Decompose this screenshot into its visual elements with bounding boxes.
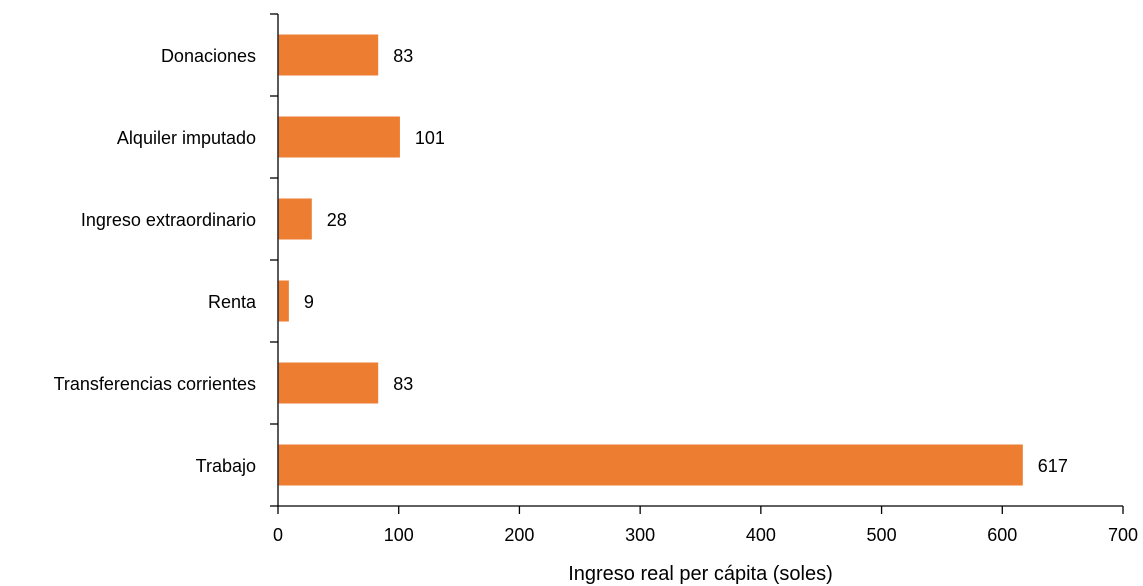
x-axis-ticks: 0 100 200 300 400 500 600 700 [273, 506, 1138, 545]
data-label: 83 [393, 46, 413, 66]
x-tick-label: 0 [273, 525, 283, 545]
bar [278, 444, 1023, 486]
bar [278, 280, 289, 322]
bar [278, 362, 379, 404]
data-label: 101 [415, 128, 445, 148]
category-label: Transferencias corrientes [54, 374, 256, 394]
y-axis-ticks [270, 13, 278, 507]
category-label: Renta [208, 292, 257, 312]
x-axis-label: Ingreso real per cápita (soles) [568, 563, 833, 585]
x-tick-label: 400 [746, 525, 776, 545]
category-labels-group: Donaciones Alquiler imputado Ingreso extra… [54, 46, 257, 476]
category-label: Alquiler imputado [117, 128, 256, 148]
data-label: 617 [1038, 456, 1068, 476]
data-label: 28 [327, 210, 347, 230]
data-label: 9 [304, 292, 314, 312]
x-tick-label: 500 [867, 525, 897, 545]
x-tick-label: 700 [1108, 525, 1138, 545]
data-label: 83 [393, 374, 413, 394]
x-tick-label: 300 [625, 525, 655, 545]
x-tick-label: 100 [384, 525, 414, 545]
x-tick-label: 200 [504, 525, 534, 545]
x-tick-label: 600 [987, 525, 1017, 545]
data-labels-group: 83 101 28 9 83 617 [304, 46, 1068, 476]
category-label: Donaciones [161, 46, 256, 66]
bar [278, 34, 379, 76]
category-label: Ingreso extraordinario [81, 210, 256, 230]
bar [278, 198, 312, 240]
category-label: Trabajo [196, 456, 256, 476]
bars-group [278, 34, 1023, 486]
bar [278, 116, 400, 158]
